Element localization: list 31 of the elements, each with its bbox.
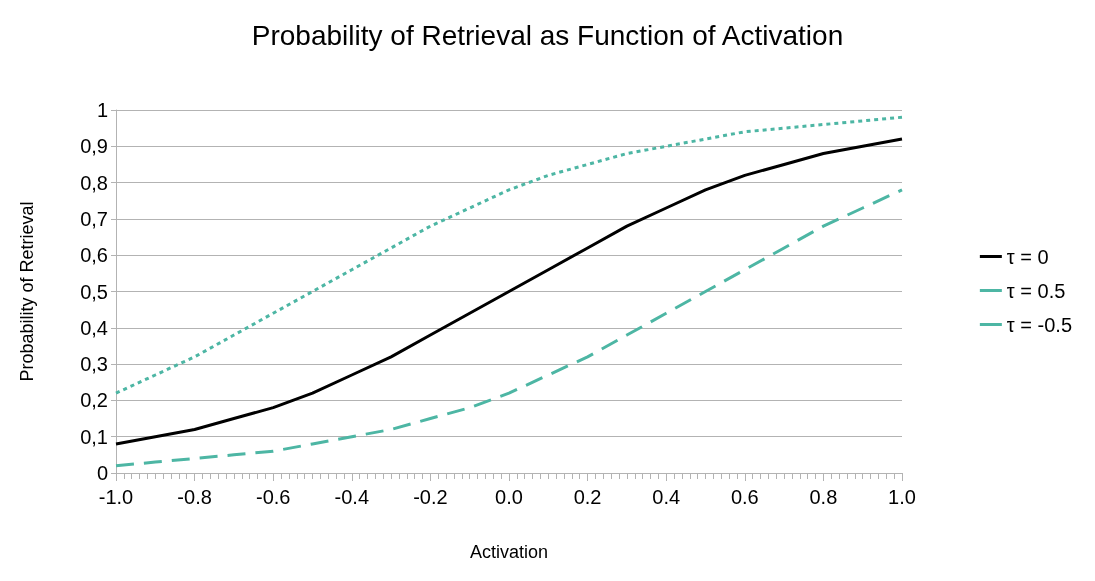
legend-label: τ = -0.5 <box>1006 313 1072 336</box>
x-axis-title: Activation <box>469 542 549 562</box>
x-tick-label: 0.8 <box>809 486 838 508</box>
y-tick-label: 0,7 <box>80 207 108 230</box>
y-tick-label: 0 <box>96 462 108 484</box>
x-tick-label: -0.4 <box>334 486 370 508</box>
y-tick-label: 0,6 <box>80 244 108 267</box>
y-tick-label: 0,4 <box>80 316 108 339</box>
y-tick-label: 1 <box>96 99 108 121</box>
x-tick-label: 0.2 <box>573 486 602 508</box>
x-tick-label: -0.6 <box>255 486 291 508</box>
y-tick-label: 0,2 <box>80 389 108 412</box>
y-tick-label: 0,5 <box>80 280 108 303</box>
line-series <box>114 115 904 395</box>
y-tick-label: 0,9 <box>80 135 108 158</box>
x-tick-label: 0.0 <box>495 486 523 508</box>
x-tick-label: 1.0 <box>888 486 916 508</box>
y-tick-label: 0,1 <box>80 425 108 448</box>
chart-title: Probability of Retrieval as Function of Activation <box>251 19 844 51</box>
line-series <box>114 188 904 468</box>
legend-label: τ = 0 <box>1006 245 1049 268</box>
x-tick-label: -0.2 <box>413 486 448 508</box>
x-tick-label: 0.4 <box>652 486 681 508</box>
y-tick-label: 0,3 <box>80 353 108 376</box>
x-tick-label: -1.0 <box>98 486 134 508</box>
y-axis-title: Probability of Retrieval <box>17 201 37 382</box>
legend-label: τ = 0.5 <box>1006 279 1066 302</box>
x-tick-label: -0.8 <box>177 486 212 508</box>
y-tick-label: 0,8 <box>80 171 108 194</box>
x-tick-label: 0.6 <box>730 486 759 508</box>
line-series <box>114 137 904 446</box>
